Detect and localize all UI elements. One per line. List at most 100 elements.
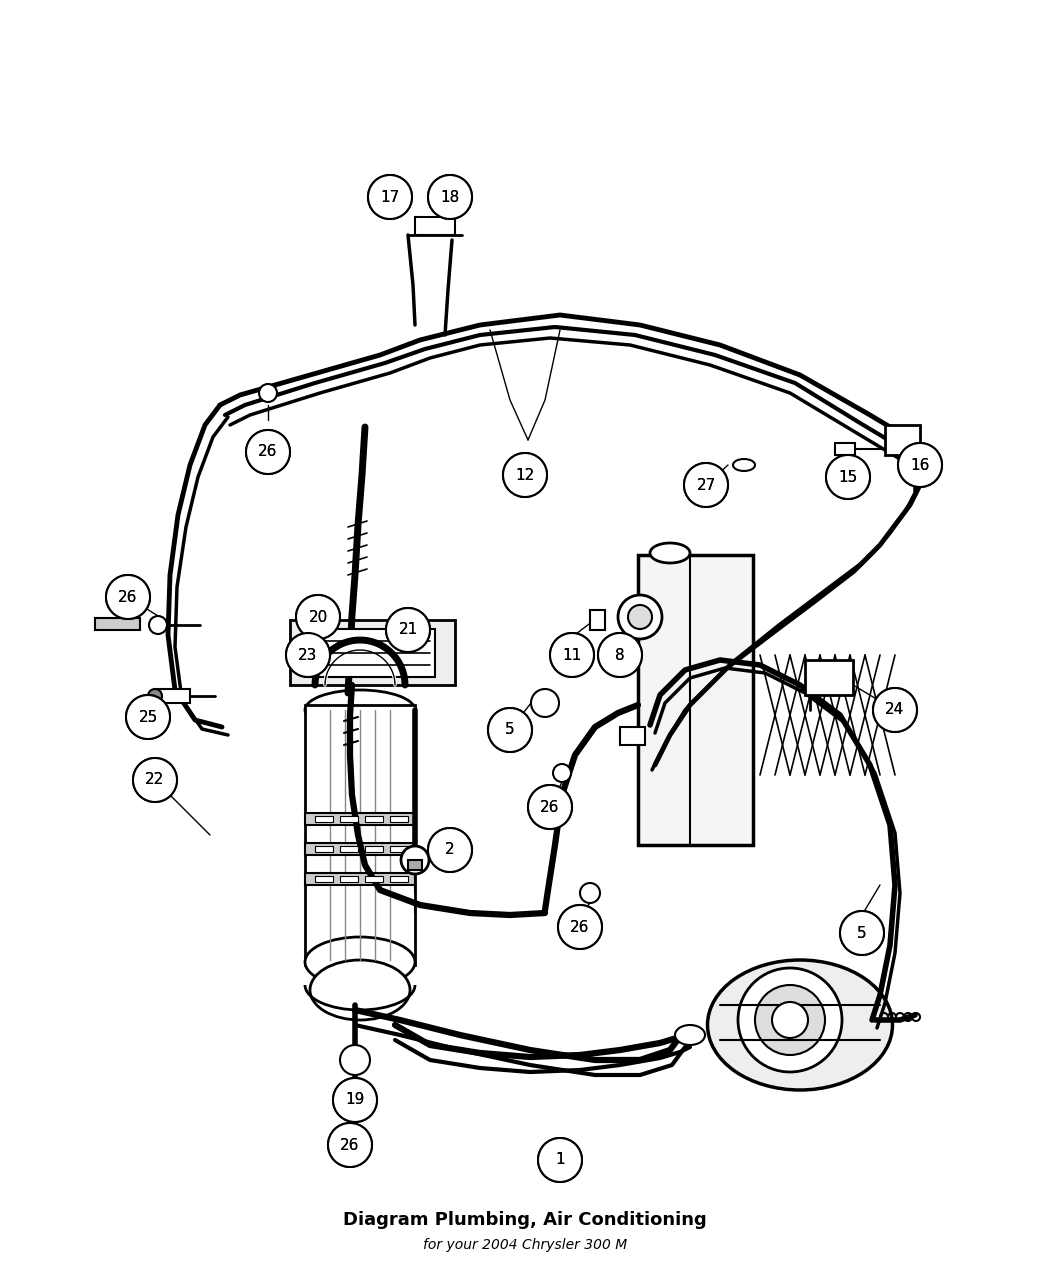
Circle shape <box>531 688 559 717</box>
Bar <box>620 727 645 745</box>
Circle shape <box>538 1139 582 1182</box>
Text: 26: 26 <box>340 1137 360 1153</box>
Text: 18: 18 <box>440 190 460 204</box>
Text: 16: 16 <box>910 458 929 473</box>
Text: 26: 26 <box>119 589 138 604</box>
Circle shape <box>401 847 429 873</box>
Circle shape <box>286 632 330 677</box>
Circle shape <box>133 759 177 802</box>
Circle shape <box>528 785 572 829</box>
Text: 23: 23 <box>298 648 318 663</box>
Circle shape <box>428 827 472 872</box>
Text: 27: 27 <box>696 478 716 492</box>
Bar <box>408 861 422 870</box>
Text: 20: 20 <box>309 609 328 625</box>
Circle shape <box>386 608 430 652</box>
Circle shape <box>488 708 532 752</box>
Text: 2: 2 <box>445 843 455 858</box>
Bar <box>315 847 333 852</box>
Circle shape <box>328 1123 372 1167</box>
Bar <box>390 847 408 852</box>
Circle shape <box>148 688 162 703</box>
Circle shape <box>618 595 662 639</box>
Circle shape <box>296 595 340 639</box>
Bar <box>340 847 358 852</box>
Bar <box>835 442 855 455</box>
Ellipse shape <box>650 543 690 564</box>
Circle shape <box>149 616 167 634</box>
Text: 26: 26 <box>258 445 277 459</box>
Circle shape <box>628 606 652 629</box>
Circle shape <box>428 175 472 219</box>
Text: 22: 22 <box>145 773 165 788</box>
Text: 27: 27 <box>696 478 716 492</box>
Text: 17: 17 <box>380 190 400 204</box>
Text: 8: 8 <box>615 648 625 663</box>
Circle shape <box>550 632 594 677</box>
Text: 11: 11 <box>563 648 582 663</box>
Text: 26: 26 <box>570 919 590 935</box>
Circle shape <box>126 695 170 739</box>
Ellipse shape <box>304 937 415 987</box>
Circle shape <box>558 905 602 949</box>
Bar <box>304 843 415 856</box>
Text: 19: 19 <box>345 1093 364 1108</box>
Bar <box>155 688 190 703</box>
Text: 20: 20 <box>309 609 328 625</box>
Circle shape <box>333 1077 377 1122</box>
Text: 5: 5 <box>857 926 867 941</box>
Bar <box>94 618 140 630</box>
Text: 26: 26 <box>258 445 277 459</box>
Bar <box>885 425 920 455</box>
Circle shape <box>826 455 870 499</box>
Text: 5: 5 <box>857 926 867 941</box>
Circle shape <box>328 1123 372 1167</box>
Circle shape <box>684 463 728 507</box>
Bar <box>304 705 415 965</box>
Text: 26: 26 <box>340 1137 360 1153</box>
Text: 25: 25 <box>139 709 157 724</box>
Circle shape <box>246 430 290 474</box>
Circle shape <box>898 442 942 487</box>
Circle shape <box>296 595 340 639</box>
Circle shape <box>428 175 472 219</box>
Text: Diagram Plumbing, Air Conditioning: Diagram Plumbing, Air Conditioning <box>343 1211 707 1229</box>
Ellipse shape <box>310 960 410 1020</box>
Circle shape <box>106 575 150 618</box>
Bar <box>365 876 383 882</box>
Circle shape <box>598 632 642 677</box>
Circle shape <box>550 632 594 677</box>
Circle shape <box>898 442 942 487</box>
Text: 5: 5 <box>505 723 514 737</box>
Text: 19: 19 <box>345 1093 364 1108</box>
Text: 24: 24 <box>885 703 905 718</box>
Text: 17: 17 <box>380 190 400 204</box>
Circle shape <box>840 912 884 955</box>
Text: 2: 2 <box>445 843 455 858</box>
Text: 16: 16 <box>910 458 929 473</box>
Circle shape <box>553 764 571 782</box>
Bar <box>340 876 358 882</box>
Bar <box>365 847 383 852</box>
Text: 25: 25 <box>139 709 157 724</box>
Bar <box>590 609 605 630</box>
Text: 8: 8 <box>615 648 625 663</box>
Circle shape <box>528 785 572 829</box>
Text: 26: 26 <box>570 919 590 935</box>
Circle shape <box>133 759 177 802</box>
Bar <box>390 876 408 882</box>
Circle shape <box>503 453 547 497</box>
Circle shape <box>772 1002 808 1038</box>
Text: 12: 12 <box>516 468 534 482</box>
Circle shape <box>684 463 728 507</box>
Circle shape <box>738 968 842 1072</box>
Text: 15: 15 <box>838 469 858 484</box>
Bar <box>304 813 415 825</box>
Text: 21: 21 <box>398 622 418 638</box>
Ellipse shape <box>708 960 892 1090</box>
Text: 26: 26 <box>119 589 138 604</box>
Circle shape <box>259 384 277 402</box>
Bar <box>304 873 415 885</box>
Text: 1: 1 <box>555 1153 565 1168</box>
Circle shape <box>873 688 917 732</box>
